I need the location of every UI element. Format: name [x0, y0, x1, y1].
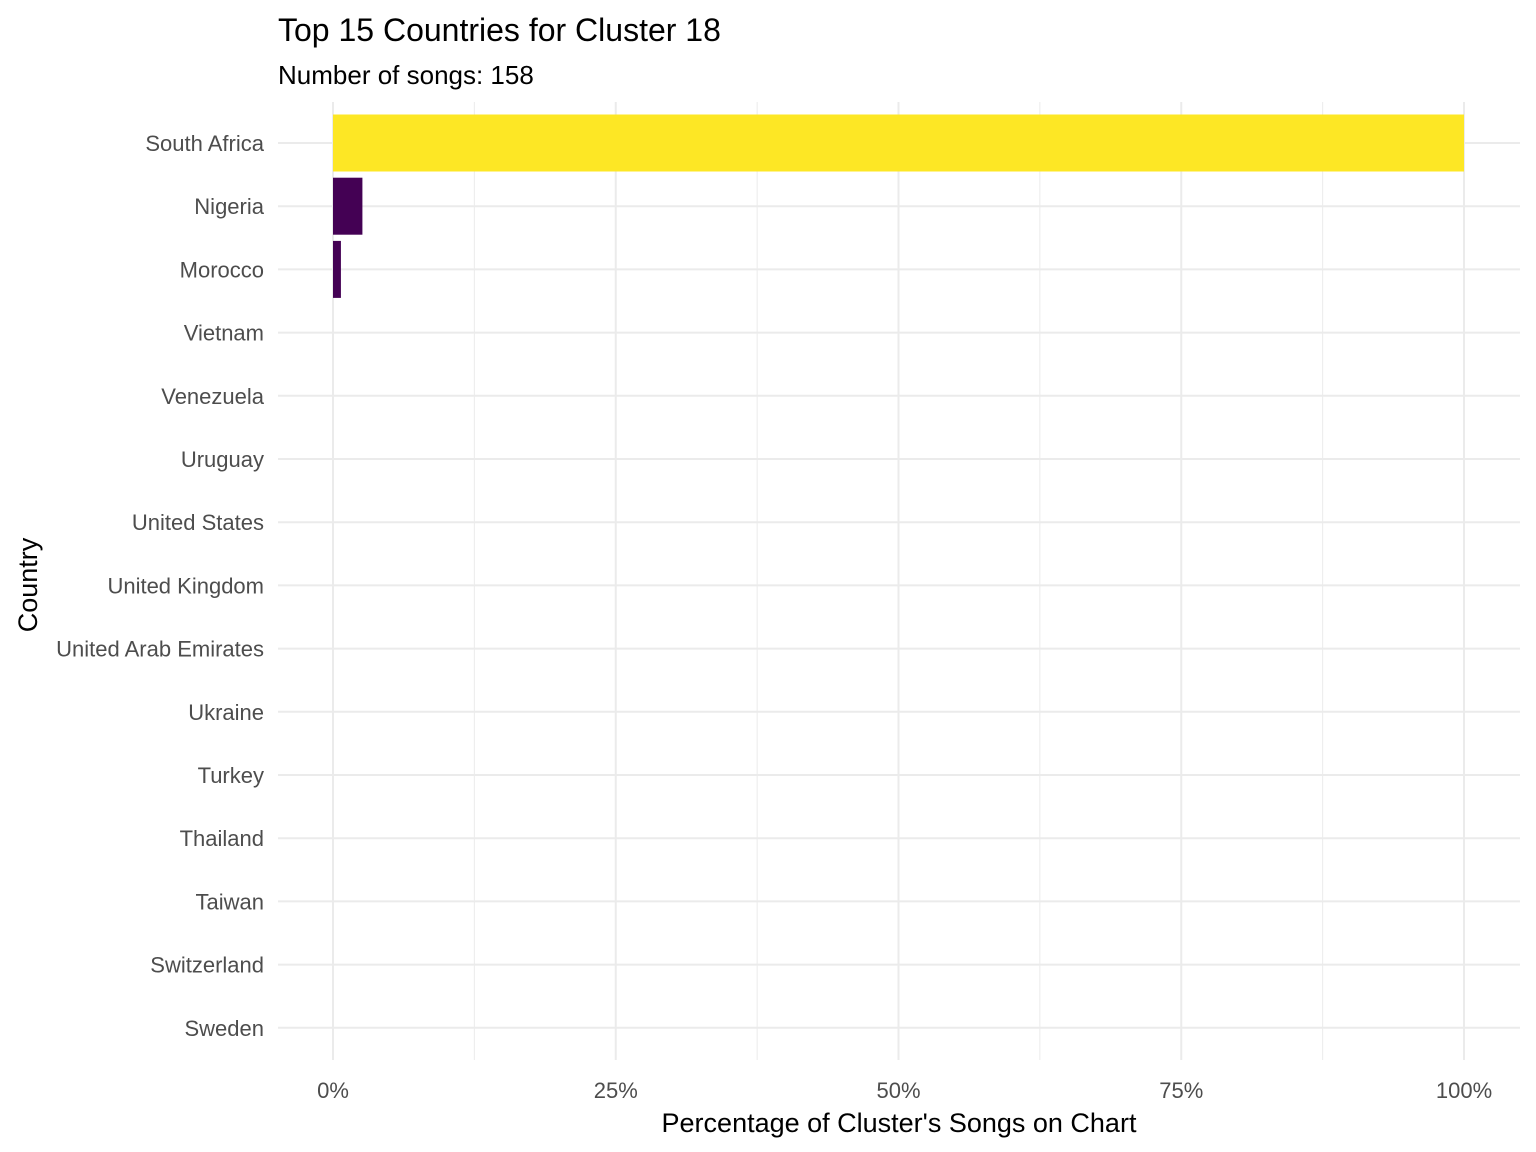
x-tick-label: 100% [1436, 1078, 1492, 1103]
x-axis-title: Percentage of Cluster's Songs on Chart [662, 1108, 1137, 1138]
chart-subtitle: Number of songs: 158 [278, 60, 534, 90]
y-tick-label: Vietnam [184, 321, 264, 346]
y-tick-label: Uruguay [181, 447, 264, 472]
x-tick-label: 50% [876, 1078, 920, 1103]
y-tick-label: United States [132, 510, 264, 535]
bar [333, 114, 1464, 172]
chart-title: Top 15 Countries for Cluster 18 [278, 12, 721, 48]
y-tick-label: Morocco [180, 257, 264, 282]
y-tick-label: United Arab Emirates [56, 637, 264, 662]
y-axis-title: Country [13, 537, 43, 632]
y-tick-label: South Africa [145, 131, 264, 156]
y-tick-label: United Kingdom [107, 573, 264, 598]
x-tick-label: 75% [1159, 1078, 1203, 1103]
y-tick-label: Sweden [184, 1016, 264, 1041]
grid-lines [278, 102, 1520, 1060]
y-tick-label: Thailand [180, 826, 264, 851]
bars [333, 114, 1464, 298]
y-tick-label: Taiwan [196, 889, 264, 914]
y-tick-label: Switzerland [150, 953, 264, 978]
x-tick-labels: 0% 25% 50% 75% 100% [317, 1078, 1492, 1103]
y-tick-label: Ukraine [188, 700, 264, 725]
y-tick-label: Turkey [198, 763, 264, 788]
x-tick-label: 0% [317, 1078, 349, 1103]
bar [333, 177, 363, 235]
y-tick-label: Nigeria [194, 194, 264, 219]
x-tick-label: 25% [594, 1078, 638, 1103]
y-tick-labels: South Africa Nigeria Morocco Vietnam Venezue… [56, 131, 265, 1041]
bar [333, 240, 341, 298]
y-tick-label: Venezuela [161, 384, 265, 409]
